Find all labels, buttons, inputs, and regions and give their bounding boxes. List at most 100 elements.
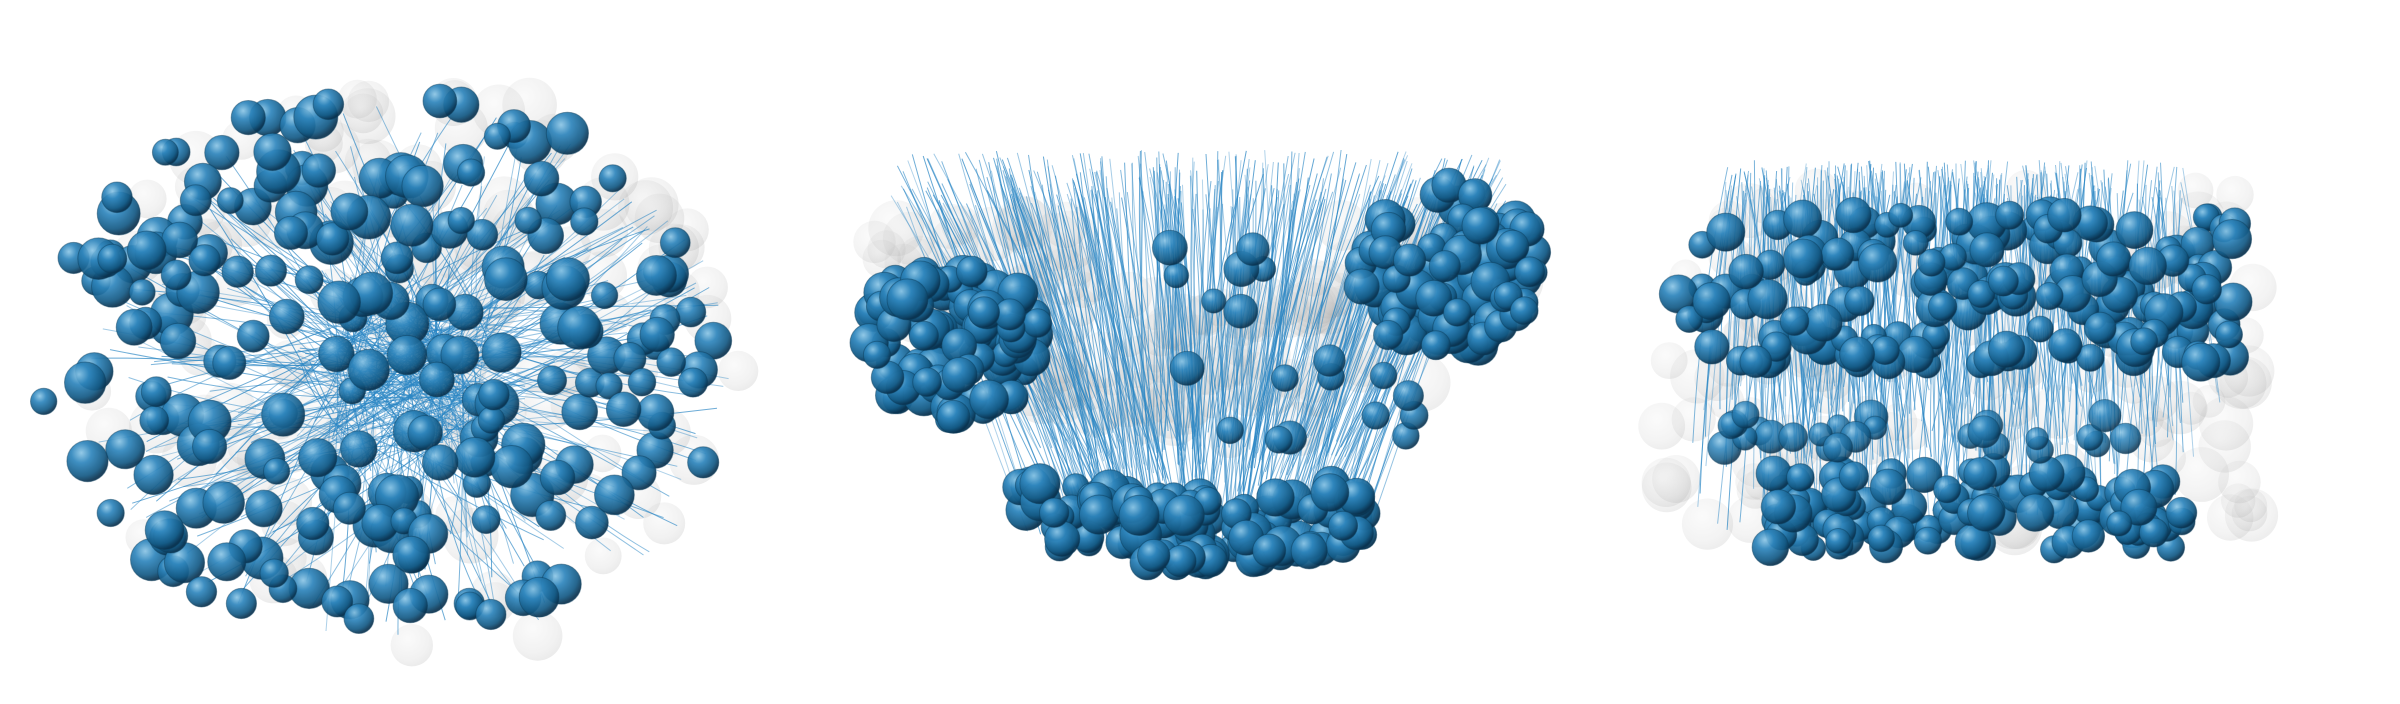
ghost-sphere (1641, 462, 1692, 513)
blue-sphere (263, 457, 291, 485)
trajectory-line (330, 215, 655, 434)
trajectory-line (290, 411, 395, 475)
trajectory-line (1081, 195, 1166, 469)
blue-sphere (2071, 519, 2106, 553)
blue-sphere (318, 335, 355, 373)
trajectory-line (446, 326, 524, 335)
trajectory-line (1209, 188, 1216, 479)
ghost-sphere (2177, 172, 2214, 209)
blue-sphere (627, 367, 657, 397)
trajectory-line (1242, 152, 1296, 492)
blue-sphere (1969, 232, 2005, 268)
blue-sphere (1967, 415, 2001, 449)
trajectory-line (1104, 197, 1137, 516)
trajectory-line (154, 327, 405, 363)
trajectory-line (1099, 170, 1138, 455)
trajectory-line (1066, 193, 1149, 518)
blue-sphere (105, 429, 146, 470)
blue-sphere (144, 510, 185, 551)
blue-sphere (221, 255, 254, 288)
trajectory-line (1144, 152, 1186, 484)
trajectory-line (2172, 166, 2181, 423)
trajectory-line (1244, 188, 1278, 522)
blue-sphere (1151, 229, 1188, 266)
blue-sphere (212, 345, 247, 380)
blue-sphere (2165, 496, 2198, 529)
blue-sphere (2181, 342, 2221, 382)
blue-sphere (955, 255, 988, 288)
blue-sphere (1393, 243, 1427, 277)
blue-sphere (1869, 468, 1907, 506)
blue-sphere (545, 257, 591, 302)
ghost-sphere (584, 537, 622, 575)
trajectory-line (109, 349, 476, 403)
blue-sphere (401, 164, 444, 208)
blue-sphere (1844, 285, 1875, 317)
trajectory-line (1238, 200, 1294, 518)
blue-sphere (294, 265, 324, 295)
blue-sphere (1839, 336, 1876, 373)
ghost-sphere (1638, 402, 1686, 450)
blue-sphere (1264, 425, 1293, 454)
blue-sphere (236, 319, 270, 353)
blue-sphere (862, 340, 892, 369)
ghost-sphere (686, 266, 728, 309)
blue-sphere (2047, 328, 2083, 363)
trajectory-line (1051, 165, 1145, 490)
blue-sphere (1022, 308, 1053, 338)
blue-sphere (185, 576, 218, 608)
trajectory-line (1259, 178, 1300, 500)
blue-sphere (886, 278, 929, 321)
blue-sphere (1369, 361, 1398, 390)
blue-sphere (1252, 533, 1287, 568)
blue-sphere (1137, 538, 1171, 573)
blue-sphere (128, 278, 156, 306)
trajectory-line (1243, 177, 1309, 527)
trajectory-line (1341, 197, 1431, 519)
blue-sphere (1019, 463, 1061, 505)
blue-sphere (1694, 329, 1730, 365)
trajectory-line (197, 441, 422, 537)
blue-sphere (1838, 461, 1870, 492)
trajectory-line (1216, 188, 1275, 493)
blue-sphere (1917, 248, 1946, 277)
blue-sphere (1163, 262, 1190, 289)
trajectory-line (1054, 175, 1128, 514)
blue-sphere (1825, 528, 1852, 554)
blue-sphere (2035, 282, 2064, 311)
blue-sphere (1835, 196, 1872, 234)
trajectory-line (416, 226, 648, 438)
trajectory-line (1241, 190, 1280, 537)
trajectory-line (250, 403, 402, 443)
trajectory-line (1079, 172, 1117, 504)
blue-sphere (1867, 524, 1895, 553)
blue-sphere (340, 430, 378, 468)
ghost-sphere (2199, 396, 2254, 451)
blue-sphere (1755, 455, 1792, 492)
blue-sphere (1731, 400, 1760, 429)
blue-sphere (2088, 399, 2122, 433)
trajectory-line (1229, 189, 1235, 525)
blue-sphere (97, 243, 128, 274)
blue-sphere (390, 203, 434, 247)
blue-sphere (1888, 202, 1914, 228)
blue-sphere (96, 498, 125, 528)
blue-sphere (2025, 427, 2049, 451)
trajectory-line (1106, 187, 1182, 452)
blue-sphere (225, 587, 257, 620)
trajectory-line (330, 216, 553, 354)
trajectory-line (1205, 194, 1231, 541)
trajectory-line (1207, 208, 1222, 466)
trajectory-line (1116, 208, 1167, 478)
blue-sphere (636, 255, 677, 296)
blue-sphere (343, 603, 375, 634)
blue-sphere (1169, 350, 1205, 386)
blue-sphere (1870, 335, 1900, 366)
blue-sphere (188, 244, 221, 277)
blue-sphere (545, 111, 590, 155)
blue-sphere (298, 438, 338, 478)
blue-sphere (1913, 526, 1943, 555)
blue-sphere (613, 342, 647, 376)
trajectory-line (1226, 156, 1289, 537)
